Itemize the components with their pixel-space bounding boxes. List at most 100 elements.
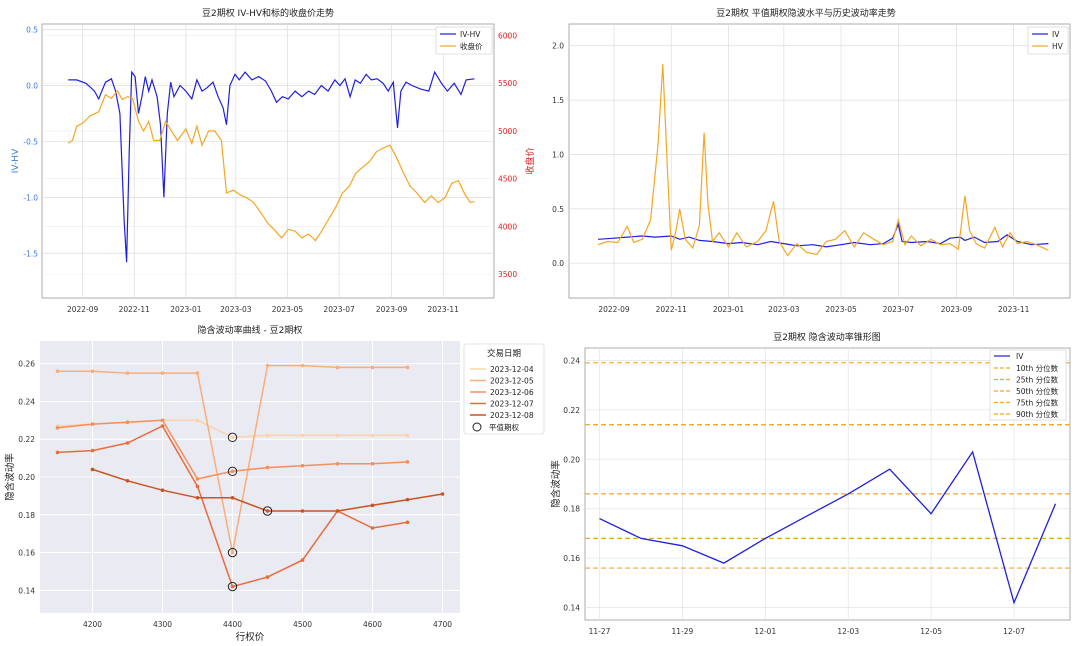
p3-legend: 交易日期 2023-12-042023-12-052023-12-062023-… — [463, 343, 545, 435]
p3-legend-date: 2023-12-05 — [490, 377, 534, 386]
p1-ytick-right-label: 5500 — [498, 79, 517, 88]
p1-ytick-label: 0.0 — [26, 82, 38, 91]
p1-ytick-label: 0.5 — [26, 26, 38, 35]
p3-ytick-label: 0.26 — [18, 360, 35, 369]
p1-grid — [42, 24, 494, 298]
p2-xtick-label: 2023-11 — [998, 305, 1030, 314]
p3-point — [335, 461, 340, 466]
p3-title: 隐含波动率曲线 - 豆2期权 — [198, 324, 303, 336]
p3-point — [125, 441, 130, 445]
p3-point — [370, 503, 375, 508]
p3-legend-date: 2023-12-08 — [490, 411, 534, 420]
p2-xtick-label: 2022-09 — [598, 305, 630, 314]
p1-right-ticks: 3500 4000 4500 5000 5500 6000 — [498, 31, 517, 279]
p4-iv-line — [599, 450, 1057, 605]
p3-point — [230, 584, 235, 589]
p3-point — [55, 369, 60, 374]
p3-legend-date: 2023-12-06 — [490, 388, 534, 397]
p3-ytick-label: 0.14 — [18, 586, 35, 595]
p3-point — [370, 365, 375, 370]
p3-point — [370, 433, 375, 438]
p1-ytick-label: -0.5 — [23, 137, 38, 146]
p3-atm-marker — [227, 581, 238, 592]
p2-grid — [569, 24, 1070, 298]
p1-ytick-right-label: 4500 — [498, 175, 517, 184]
p3-point — [195, 484, 200, 489]
p3-point — [300, 558, 305, 562]
p4-ylabel: 隐含波动率 — [550, 460, 562, 508]
p4-ytick-label: 0.16 — [563, 554, 580, 563]
p2-legend: IV HV — [1027, 26, 1069, 55]
p3-point — [195, 371, 200, 375]
p3-point — [125, 420, 130, 425]
p3-legend-date: 2023-12-04 — [490, 365, 534, 374]
p1-plot-area — [41, 23, 495, 299]
p4-ytick-label: 0.20 — [563, 455, 580, 464]
p1-ytick-label: -1.0 — [23, 193, 38, 202]
p3-point — [265, 363, 270, 368]
p4-xtick-label: 11-29 — [672, 627, 694, 636]
p3-atm-marker — [227, 547, 238, 558]
p1-series-iv-hv — [68, 70, 475, 263]
p2-xtick-label: 2023-07 — [883, 305, 915, 314]
p3-point — [55, 426, 60, 430]
p1-series-close-price — [67, 89, 475, 242]
p3-xtick-label: 4200 — [83, 620, 102, 629]
p1-xtick-label: 2023-07 — [323, 305, 355, 314]
p3-ytick-label: 0.18 — [18, 511, 35, 520]
p3-point — [90, 448, 95, 453]
p1-x-ticks: 2022-09 2022-11 2023-01 2023-03 2023-05 2023-… — [67, 305, 459, 314]
p1-legend-ivhv: IV-HV — [460, 30, 481, 39]
p4-ytick-label: 0.24 — [563, 356, 580, 365]
p3-point — [230, 495, 235, 500]
p1-ytick-right-label: 4000 — [498, 222, 517, 231]
p3-point — [300, 463, 305, 468]
p4-xtick-label: 12-03 — [837, 627, 859, 636]
p3-x-ticks: 4200 4300 4400 4500 4600 4700 — [83, 620, 452, 629]
p1-ytick-right-label: 6000 — [498, 31, 517, 40]
p3-xtick-label: 4500 — [293, 620, 312, 629]
p4-legend-iv: IV — [1016, 352, 1024, 361]
p3-atm-marker — [262, 506, 273, 516]
p2-ytick-label: 1.0 — [552, 150, 564, 159]
p3-point — [300, 433, 305, 438]
p2-y-ticks: 0.0 0.5 1.0 1.5 2.0 — [552, 42, 564, 268]
p1-xtick-label: 2023-09 — [376, 305, 408, 314]
p3-legend-items: 2023-12-04 2023-12-05 2023-12-06 2023-12-07… — [470, 365, 534, 420]
p1-ytick-right-label: 5000 — [498, 127, 517, 136]
p4-y-ticks: 0.14 0.16 0.18 0.20 0.22 0.24 — [563, 356, 580, 612]
p4-legend-percentile: 10th 分位数 — [1016, 363, 1059, 373]
p3-ytick-label: 0.24 — [18, 397, 35, 406]
p2-legend-hv: HV — [1052, 42, 1064, 51]
p2-plot-area — [568, 23, 1071, 299]
p3-point — [230, 435, 235, 440]
panel-smile: 隐含波动率曲线 - 豆2期权 0.140.160.180.200.220.240… — [4, 324, 545, 643]
p4-series-group — [585, 362, 1070, 605]
p3-point — [230, 550, 235, 555]
p3-point — [265, 509, 270, 513]
p3-xtick-label: 4700 — [433, 620, 452, 629]
p3-point — [440, 492, 445, 496]
p2-legend-iv: IV — [1052, 30, 1060, 39]
p1-ylabel-right: 收盘价 — [524, 147, 536, 174]
p2-ytick-label: 0.0 — [552, 259, 564, 268]
p2-ytick-label: 2.0 — [552, 42, 564, 51]
p3-y-ticks: 0.14 0.16 0.18 0.20 0.22 0.24 0.26 — [18, 360, 35, 596]
p3-point — [405, 460, 410, 464]
p1-xtick-label: 2023-01 — [170, 305, 202, 314]
p3-ytick-label: 0.22 — [18, 435, 35, 444]
p4-ytick-label: 0.22 — [563, 406, 580, 415]
p4-grid — [585, 348, 1070, 620]
p3-legend-date: 2023-12-07 — [490, 400, 534, 409]
p1-ylabel: IV-HV — [11, 148, 21, 173]
p4-ytick-label: 0.14 — [563, 604, 580, 613]
p4-plot-area — [584, 347, 1071, 621]
p1-xtick-label: 2022-09 — [67, 305, 99, 314]
p3-point — [370, 526, 375, 530]
p3-point — [265, 575, 270, 579]
p3-series-group — [55, 363, 445, 592]
p3-point — [90, 422, 95, 426]
p3-point — [335, 509, 340, 513]
p4-legend-percentile: 90th 分位数 — [1016, 409, 1059, 419]
